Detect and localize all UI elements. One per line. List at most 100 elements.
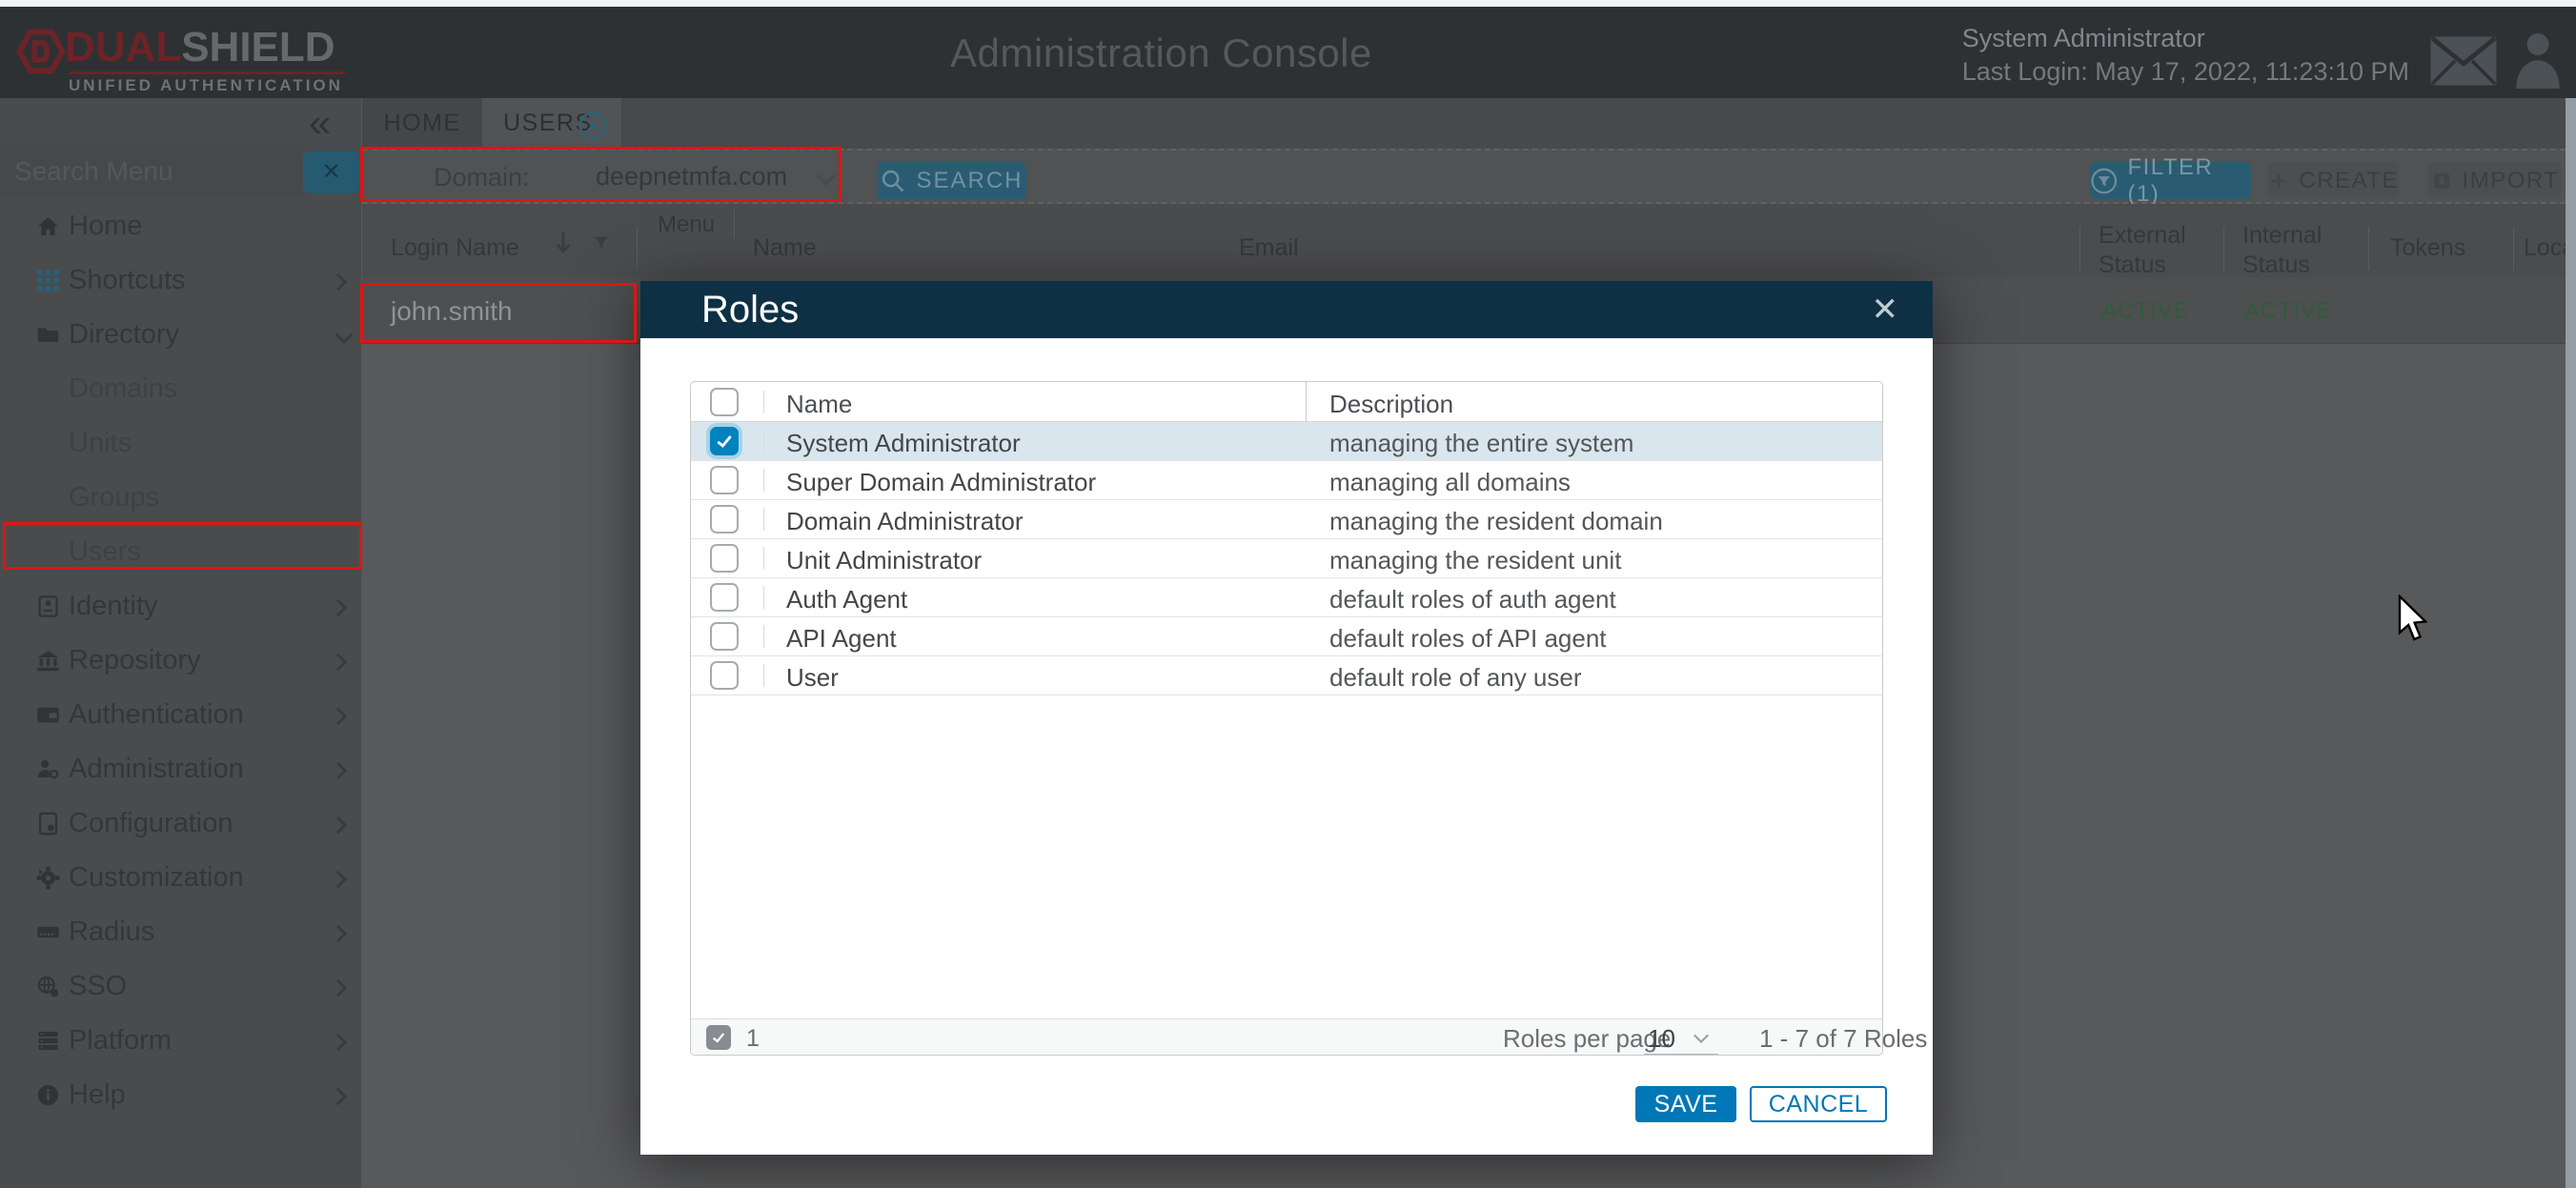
sidebar-collapse-icon[interactable]: « [309, 100, 332, 145]
column-divider [2513, 227, 2514, 271]
select-all-checkbox[interactable] [710, 388, 739, 416]
col-external-status[interactable]: External Status [2099, 222, 2186, 279]
stack-icon [38, 1031, 58, 1051]
sidebar-item-identity[interactable]: Identity [0, 579, 362, 634]
sidebar-item-help[interactable]: Help [0, 1068, 362, 1122]
grid-icon [37, 270, 59, 292]
roles-modal: Roles ✕ Name Description System Administ… [640, 281, 1933, 1155]
user-gear-icon [37, 759, 59, 779]
divider [763, 430, 764, 453]
sidebar-item-platform[interactable]: Platform [0, 1014, 362, 1068]
sidebar-item-groups[interactable]: Groups [69, 482, 160, 513]
unchecked-checkbox[interactable] [710, 544, 739, 573]
divider [763, 664, 764, 687]
sidebar-item-radius[interactable]: Radius [0, 905, 362, 959]
unchecked-checkbox[interactable] [710, 622, 739, 651]
col-name[interactable]: Name [753, 234, 817, 261]
search-button[interactable]: SEARCH [877, 162, 1026, 199]
divider [763, 547, 764, 570]
modal-title: Roles [701, 289, 800, 331]
selection-summary-checkbox[interactable] [706, 1025, 731, 1050]
annotation-box-domain [360, 147, 842, 202]
server-icon [37, 926, 59, 938]
sidebar-item-users[interactable]: Users [69, 536, 141, 567]
pagination-range: 1 - 7 of 7 Roles [1759, 1024, 1928, 1053]
per-page-select[interactable]: 10 [1644, 1019, 1718, 1055]
sidebar-item-sso[interactable]: SSO [0, 959, 362, 1014]
create-button[interactable]: CREATE [2268, 162, 2399, 199]
per-page-value: 10 [1648, 1024, 1675, 1053]
sidebar-item-units[interactable]: Units [69, 428, 132, 458]
brand-divider [69, 71, 345, 74]
account-icon[interactable] [2510, 30, 2566, 89]
column-divider [1306, 382, 1307, 421]
chevron-right-icon [335, 272, 348, 292]
role-row-auth-agent[interactable]: Auth Agent default roles of auth agent [691, 578, 1882, 617]
checked-checkbox[interactable] [710, 427, 739, 455]
sidebar-item-customization[interactable]: Customization [0, 851, 362, 905]
role-row-domain-administrator[interactable]: Domain Administrator managing the reside… [691, 500, 1882, 539]
search-clear-button[interactable]: ✕ [303, 151, 359, 193]
chevron-down-icon [335, 332, 354, 345]
annotation-box-john-smith [360, 283, 637, 343]
role-row-user[interactable]: User default role of any user [691, 656, 1882, 695]
globe-gear-icon [37, 976, 59, 997]
plus-icon [2271, 173, 2286, 188]
unchecked-checkbox[interactable] [710, 505, 739, 534]
topbar: DUALSHIELD UNIFIED AUTHENTICATION Admini… [0, 7, 2576, 98]
domain-label: Domain: [434, 163, 530, 191]
role-row-api-agent[interactable]: API Agent default roles of API agent [691, 617, 1882, 656]
divider [763, 391, 764, 413]
unchecked-checkbox[interactable] [710, 583, 739, 612]
tab-close-icon[interactable] [578, 111, 608, 141]
sidebar-item-configuration[interactable]: Configuration [0, 796, 362, 851]
mouse-cursor [2398, 594, 2428, 641]
sort-desc-icon[interactable] [553, 231, 574, 255]
col-role-name[interactable]: Name [786, 390, 853, 418]
tab-home[interactable]: HOME [362, 98, 482, 149]
search-menu-input[interactable] [0, 145, 303, 197]
home-icon [37, 216, 59, 236]
folder-icon [37, 328, 59, 342]
last-login: Last Login: May 17, 2022, 11:23:10 PM [1961, 57, 2409, 86]
chevron-right-icon [335, 761, 348, 780]
column-filter-icon[interactable] [591, 232, 612, 253]
sidebar-item-repository[interactable]: Repository [0, 634, 362, 688]
role-row-unit-administrator[interactable]: Unit Administrator managing the resident… [691, 539, 1882, 578]
tab-users[interactable]: USERS [482, 98, 621, 149]
sidebar-item-home[interactable]: Home [0, 199, 362, 253]
save-button[interactable]: SAVE [1635, 1086, 1736, 1122]
chevron-down-icon [1694, 1034, 1709, 1044]
col-internal-status[interactable]: Internal Status [2242, 222, 2322, 279]
column-divider [2368, 227, 2369, 271]
cancel-button[interactable]: CANCEL [1750, 1086, 1887, 1122]
chevron-right-icon [335, 598, 348, 617]
credential-icon [37, 707, 59, 723]
tab-strip [362, 98, 2566, 149]
column-divider [2079, 227, 2080, 271]
sidebar-item-shortcuts[interactable]: Shortcuts [0, 253, 362, 308]
sidebar-item-authentication[interactable]: Authentication [0, 688, 362, 742]
col-email[interactable]: Email [1239, 234, 1299, 261]
col-location-clipped[interactable]: Loca [2524, 234, 2566, 261]
filter-button[interactable]: FILTER (1) [2090, 154, 2251, 207]
role-row-system-administrator[interactable]: System Administrator managing the entire… [691, 422, 1882, 461]
import-button[interactable]: IMPORT [2428, 162, 2561, 199]
chevron-down-icon [816, 173, 837, 187]
mail-icon[interactable] [2428, 35, 2499, 87]
sidebar-item-administration[interactable]: Administration [0, 742, 362, 796]
sidebar-item-directory[interactable]: Directory [0, 308, 362, 362]
col-role-description[interactable]: Description [1329, 390, 1454, 418]
unchecked-checkbox[interactable] [710, 661, 739, 690]
page-title: Administration Console [950, 30, 1372, 75]
unchecked-checkbox[interactable] [710, 466, 739, 494]
role-row-super-domain-administrator[interactable]: Super Domain Administrator managing all … [691, 461, 1882, 500]
sidebar-item-domains[interactable]: Domains [69, 373, 178, 404]
modal-close-icon[interactable]: ✕ [1871, 292, 1899, 328]
modal-header: Roles ✕ [640, 281, 1933, 338]
col-login-name[interactable]: Login Name [391, 234, 519, 261]
user-info: System Administrator Last Login: May 17,… [1962, 24, 2409, 87]
info-icon [37, 1084, 59, 1106]
vertical-scrollbar[interactable] [2566, 7, 2576, 1188]
col-tokens[interactable]: Tokens [2390, 234, 2466, 261]
